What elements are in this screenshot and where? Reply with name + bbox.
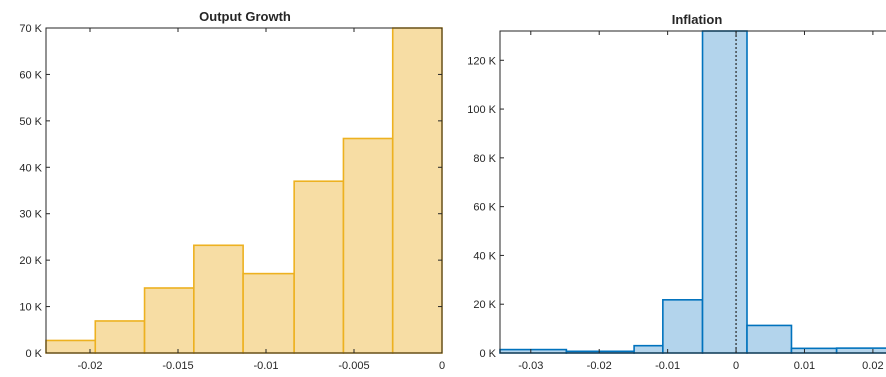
inflation-y-tick-label: 100 K — [467, 104, 496, 116]
inflation-axes-box — [499, 30, 886, 354]
output-growth-y-tick-label: 60 K — [19, 69, 42, 81]
output-growth-bar-6 — [342, 137, 394, 354]
inflation-bar-6 — [790, 347, 838, 354]
inflation-y-tick-label: 120 K — [467, 55, 496, 67]
output-growth-y-tick-label: 10 K — [19, 302, 42, 314]
output-growth-title: Output Growth — [199, 9, 291, 24]
inflation-panel: Inflation -0.03 -0.02 -0.01 0 0.01 0.02 0 K 20 … — [467, 12, 886, 372]
inflation-x-tick-label: 0.01 — [794, 360, 815, 372]
output-growth-y-tick-label: 70 K — [19, 23, 42, 35]
inflation-bar-2 — [633, 344, 664, 354]
inflation-bar-0 — [499, 348, 568, 354]
inflation-bar-3 — [662, 299, 704, 354]
inflation-y-tick-label: 0 K — [479, 348, 496, 360]
inflation-bars — [499, 30, 886, 354]
output-growth-y-tick-label: 0 K — [25, 348, 42, 360]
output-growth-ticks: -0.02 -0.015 -0.01 -0.005 0 0 K 10 K 20 K 30 K 40… — [19, 23, 445, 372]
output-growth-y-tick-label: 50 K — [19, 116, 42, 128]
output-growth-panel: Output Growth -0.02 -0.015 -0.01 -0.005 0 0 K… — [19, 9, 445, 372]
inflation-y-tick-label: 60 K — [473, 202, 496, 214]
output-growth-x-tick-label: -0.005 — [338, 360, 369, 372]
output-growth-bar-5 — [293, 180, 345, 354]
output-growth-y-tick-label: 30 K — [19, 209, 42, 221]
output-growth-axes-box — [45, 27, 443, 354]
inflation-y-tick-label: 40 K — [473, 250, 496, 262]
inflation-x-tick-label: 0.02 — [862, 360, 883, 372]
inflation-bar-7 — [835, 347, 886, 354]
output-growth-x-tick-label: -0.015 — [162, 360, 193, 372]
inflation-title: Inflation — [672, 12, 723, 27]
output-growth-x-tick-label: -0.01 — [253, 360, 278, 372]
output-growth-bar-0 — [45, 339, 97, 354]
output-growth-bar-4 — [242, 272, 295, 354]
inflation-y-tick-label: 20 K — [473, 299, 496, 311]
output-growth-bar-1 — [94, 320, 146, 354]
output-growth-bar-7 — [391, 27, 443, 354]
inflation-bar-5 — [746, 324, 793, 354]
output-growth-x-tick-label: -0.02 — [77, 360, 102, 372]
output-growth-y-tick-label: 20 K — [19, 255, 42, 267]
output-growth-bar-2 — [143, 287, 195, 354]
inflation-x-tick-label: -0.01 — [655, 360, 680, 372]
output-growth-bar-3 — [193, 244, 244, 354]
inflation-x-tick-label: 0 — [733, 360, 739, 372]
inflation-bar-4 — [701, 30, 748, 354]
output-growth-y-tick-label: 40 K — [19, 162, 42, 174]
inflation-x-tick-label: -0.02 — [587, 360, 612, 372]
inflation-y-tick-label: 80 K — [473, 153, 496, 165]
inflation-x-tick-label: -0.03 — [518, 360, 543, 372]
output-growth-x-tick-label: 0 — [439, 360, 445, 372]
inflation-ticks: -0.03 -0.02 -0.01 0 0.01 0.02 0 K 20 K 40 K 60 K 8… — [467, 31, 884, 372]
output-growth-bars — [45, 27, 443, 354]
